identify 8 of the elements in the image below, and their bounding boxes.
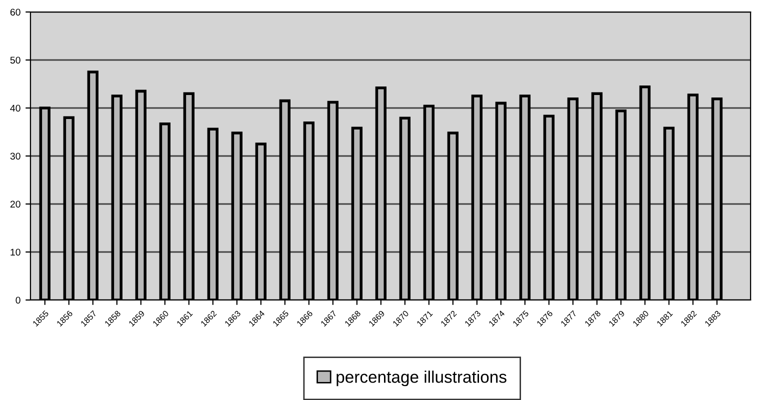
y-tick-label: 10 [10,248,20,256]
y-tick-label: 20 [10,200,20,208]
y-tick-label: 40 [10,104,20,112]
y-tick-label: 0 [16,296,20,304]
legend-label: percentage illustrations [336,370,506,386]
y-tick-label: 60 [10,8,20,16]
y-tick-label: 50 [10,56,20,64]
y-tick-label: 30 [10,152,20,160]
